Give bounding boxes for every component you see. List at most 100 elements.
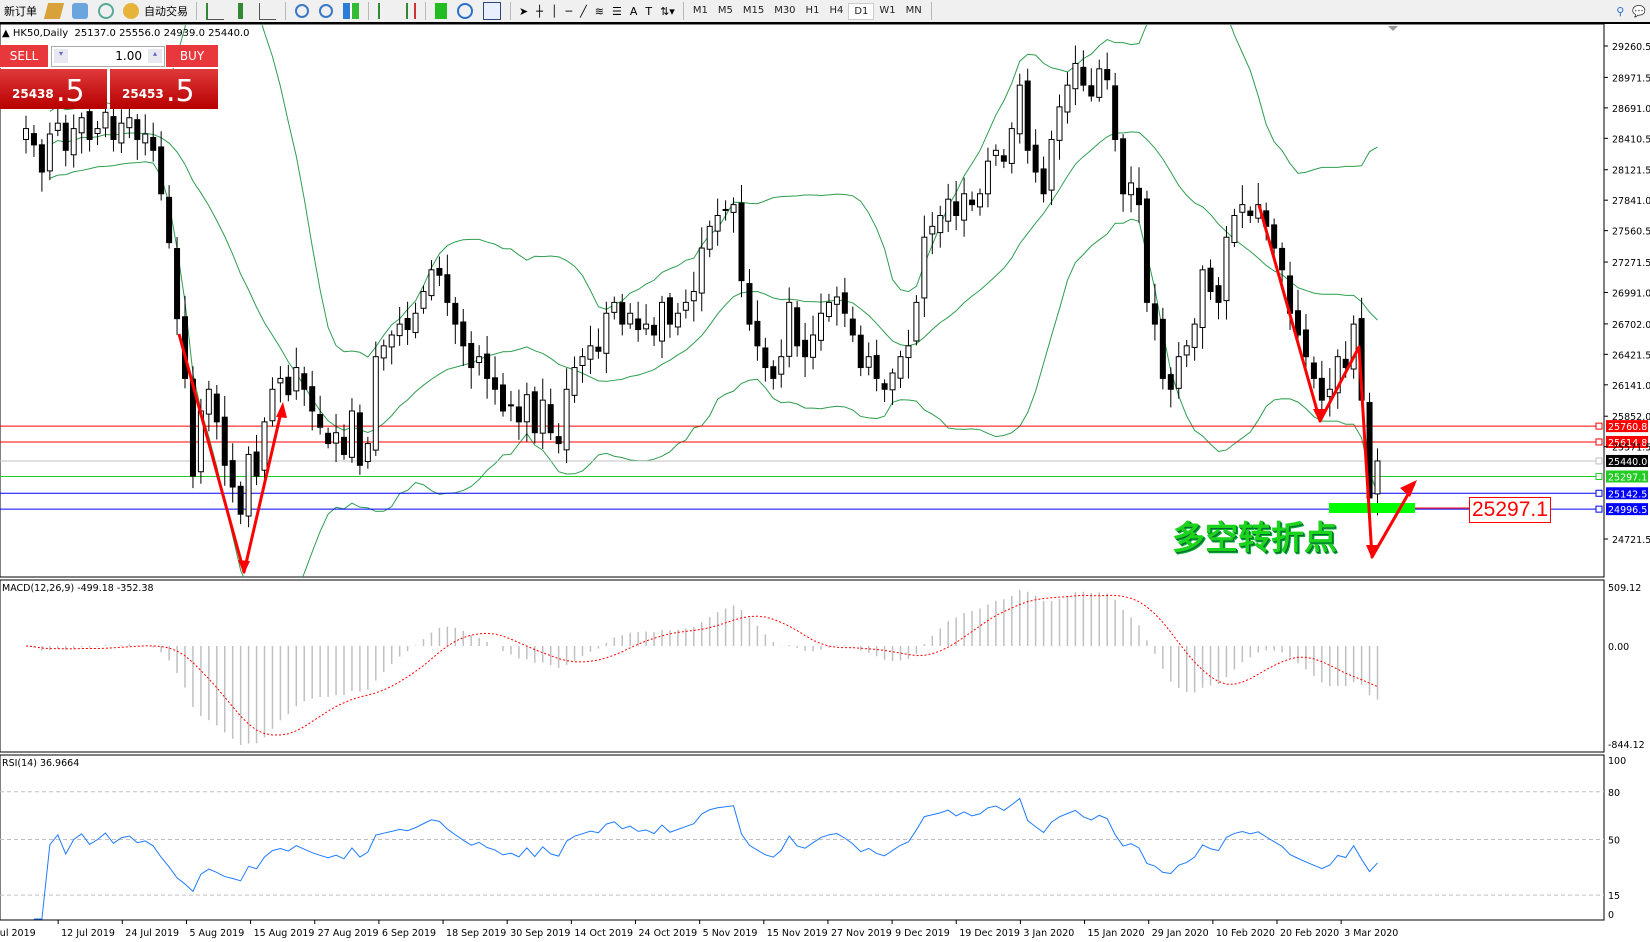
buy-price-main: 25453	[122, 87, 164, 101]
arrowhead-icon	[1400, 480, 1417, 497]
y-tick-label: 26991.0	[1612, 289, 1650, 300]
arrowhead-icon	[1313, 409, 1325, 423]
label-icon[interactable]: T	[645, 4, 653, 18]
candle	[841, 292, 848, 314]
candle	[953, 201, 960, 216]
lot-increase-button[interactable]: ▴	[148, 49, 162, 63]
candle	[770, 366, 777, 379]
lot-size-value[interactable]: 1.00	[115, 49, 142, 63]
candle	[1279, 247, 1286, 271]
candle	[245, 453, 252, 517]
candle	[833, 296, 840, 305]
candle	[651, 324, 658, 336]
timeframe-h1[interactable]: H1	[805, 4, 820, 16]
pane-frame	[0, 579, 1605, 753]
candle	[1040, 168, 1047, 195]
candle	[754, 320, 761, 347]
candle	[102, 111, 109, 129]
x-tick-label: 20 Feb 2020	[1280, 928, 1339, 939]
fibo-fan-icon[interactable]: ☰	[611, 4, 622, 18]
tile-icon[interactable]	[343, 3, 359, 19]
horizontal-line-icon[interactable]: ─	[565, 4, 573, 18]
candle	[977, 193, 983, 208]
search-icon[interactable]: ⚲	[1616, 4, 1625, 18]
rsi-tick-label: 80	[1608, 788, 1620, 799]
signal-icon[interactable]	[98, 3, 114, 19]
chart-shift-icon[interactable]	[406, 3, 416, 19]
y-tick-label: 29260.5	[1612, 42, 1650, 53]
new-order-button[interactable]: 新订单	[0, 1, 41, 21]
sell-price-button[interactable]: 25438 .5	[0, 69, 107, 109]
zoom-out-icon[interactable]	[319, 4, 333, 18]
trendline-icon[interactable]: ╱	[580, 4, 587, 18]
candle	[388, 334, 395, 348]
candle-chart-icon[interactable]	[238, 3, 249, 19]
cursor-icon[interactable]: ➤	[519, 4, 529, 18]
x-tick-label: 3 Mar 2020	[1344, 928, 1398, 939]
chart-title: ▲ HK50,Daily 25137.0 25556.0 24939.0 254…	[2, 28, 250, 39]
candle	[738, 202, 745, 282]
candle	[714, 214, 721, 232]
bar-chart-icon[interactable]	[206, 2, 224, 20]
candle	[396, 323, 403, 337]
line-chart-icon[interactable]	[259, 2, 276, 20]
price-line-handle	[1595, 438, 1603, 446]
periods-icon[interactable]	[457, 3, 473, 19]
lot-size-field[interactable]: ▾ 1.00 ▴	[51, 46, 165, 67]
y-tick-label: 25571.5	[1612, 443, 1650, 454]
autoscroll-icon[interactable]	[378, 3, 396, 19]
text-icon[interactable]: A	[629, 4, 638, 18]
turning-point-price-label[interactable]: 25297.1	[1469, 497, 1551, 523]
timeframe-h4[interactable]: H4	[829, 4, 844, 16]
sell-button[interactable]: SELL	[0, 45, 48, 68]
separator	[425, 2, 426, 20]
timeframe-d1[interactable]: D1	[848, 2, 875, 20]
fibo-icon[interactable]: ≋	[594, 4, 604, 18]
auto-trade-button[interactable]: 自动交易	[119, 1, 192, 21]
timeframe-m5[interactable]: M5	[717, 4, 733, 16]
vertical-line-icon[interactable]: │	[550, 4, 558, 18]
price-line-handle	[1595, 457, 1603, 465]
candle	[174, 248, 181, 320]
candle	[698, 247, 705, 294]
y-tick-label: 28121.5	[1612, 166, 1650, 177]
auto-trade-icon	[123, 3, 139, 19]
candle	[166, 196, 173, 244]
arrowhead-icon	[238, 560, 250, 574]
timeframe-m1[interactable]: M1	[692, 4, 708, 16]
timeframe-mn[interactable]: MN	[905, 4, 922, 16]
templates-icon[interactable]	[483, 2, 501, 20]
candle	[1223, 236, 1230, 302]
x-tick-label: 15 Nov 2019	[767, 928, 828, 939]
zoom-in-icon[interactable]	[295, 4, 309, 18]
candle	[1295, 310, 1301, 336]
arrow-path-february[interactable]	[1257, 204, 1416, 559]
candle	[46, 133, 53, 172]
timeframe-m15[interactable]: M15	[742, 4, 765, 16]
timeframe-w1[interactable]: W1	[879, 4, 896, 16]
market-icon[interactable]	[72, 3, 88, 19]
turning-point-annotation[interactable]: 多空转折点	[1172, 518, 1337, 557]
timeframe-m30[interactable]: M30	[774, 4, 796, 16]
price-tag-label: 25142.5	[1608, 489, 1647, 500]
turning-point-zone[interactable]	[1329, 503, 1415, 513]
chat-icon[interactable]: 💬	[1632, 4, 1646, 18]
arrows-icon[interactable]: ⇅▾	[660, 4, 675, 18]
chart-shift-marker	[1388, 26, 1398, 31]
candle	[38, 144, 45, 173]
candle	[1191, 323, 1198, 348]
indicators-icon[interactable]	[435, 3, 447, 19]
red-arrow-annotations[interactable]	[177, 204, 1417, 574]
candle	[1024, 80, 1031, 151]
candle	[1008, 128, 1015, 164]
candle	[1128, 182, 1135, 196]
buy-button[interactable]: BUY	[166, 45, 218, 68]
crosshair-icon[interactable]: ┼	[536, 4, 543, 18]
lot-decrease-button[interactable]: ▾	[54, 49, 68, 63]
candle	[571, 367, 578, 396]
candle	[269, 388, 276, 422]
macd-signal-line	[25, 594, 1378, 736]
candle	[818, 312, 824, 341]
buy-price-button[interactable]: 25453 .5	[110, 69, 218, 109]
